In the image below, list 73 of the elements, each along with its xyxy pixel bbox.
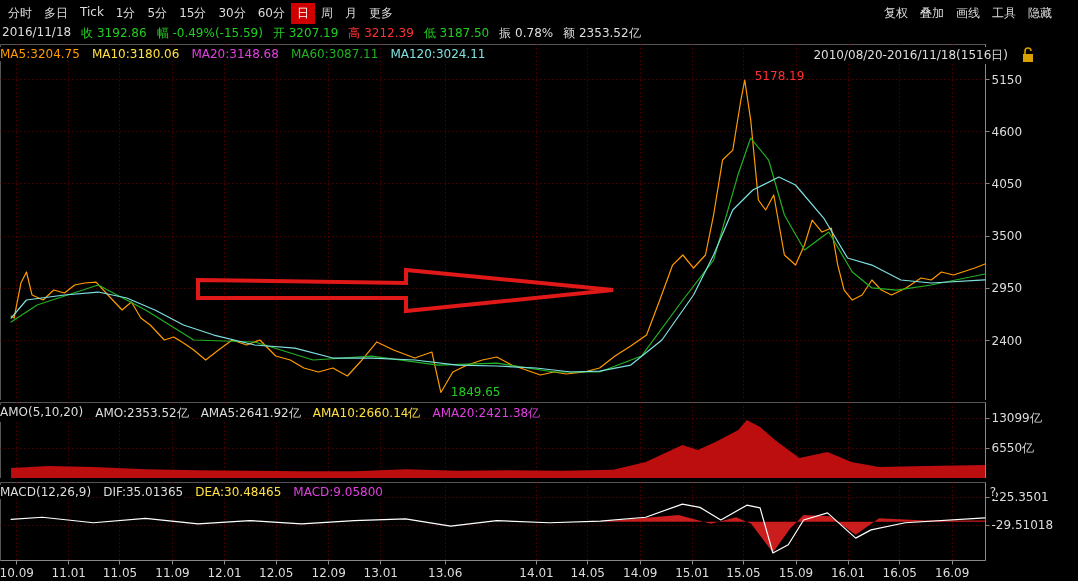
text: 额 2353.52亿: [563, 25, 641, 42]
annotation: MACD(12,26,9): [0, 485, 92, 499]
text: 收 3192.86: [81, 25, 147, 42]
x-tick-label: 16.09: [935, 565, 970, 580]
annotation: AMO(5,10,20): [0, 405, 84, 422]
text: 更多: [367, 5, 394, 22]
text: 画线: [955, 5, 981, 22]
y-tick-label: -29.51018: [991, 518, 1054, 533]
text: 周: [319, 5, 334, 22]
x-tick-label: 13.01: [363, 565, 398, 580]
x-tick-label: 15.01: [675, 565, 710, 580]
x-tick-label: 11.05: [102, 565, 138, 580]
annotation: MA120:3024.11: [390, 47, 486, 61]
text: 低 3187.50: [423, 25, 490, 42]
x-tick-label: 14.01: [519, 565, 554, 580]
y-tick-label: 2950: [991, 281, 1023, 296]
text: 分时: [7, 5, 33, 22]
x-tick-label: 16.01: [830, 565, 866, 580]
text: 5分: [146, 5, 169, 22]
annotation: MACD:9.05800: [293, 485, 383, 499]
annotation: MA5:3204.75: [0, 47, 80, 61]
annotation: AMO:2353.52亿: [95, 405, 189, 422]
line-series: [10, 503, 986, 554]
x-tick-label: 10.09: [0, 565, 34, 580]
x-tick-label: 13.06: [428, 565, 463, 580]
text: 复权: [883, 5, 909, 22]
text: 15分: [178, 5, 208, 22]
y-tick-label: 13099亿: [991, 411, 1042, 426]
line-series: [10, 176, 986, 373]
text: 工具: [991, 5, 1017, 22]
annotation: AMA5:2641.92亿: [200, 405, 301, 422]
text: 1分: [114, 5, 137, 22]
y-tick-label: 4050: [991, 176, 1023, 191]
y-tick-label: 5150: [991, 72, 1023, 87]
y-tick-label: 6550亿: [991, 441, 1035, 456]
text: 幅 -0.49%(-15.59): [156, 25, 263, 42]
annotation: AMA20:2421.38亿: [432, 405, 541, 422]
text: 高 3212.39: [348, 25, 414, 42]
x-tick-label: 12.01: [207, 565, 242, 580]
annotation: MA20:3148.68: [191, 47, 279, 61]
annotation: 1849.65: [450, 385, 501, 400]
x-tick-label: 11.01: [51, 565, 86, 580]
annotation: AMA10:2660.14亿: [312, 405, 421, 422]
line-series: [10, 79, 986, 394]
x-tick-label: 15.05: [726, 565, 761, 580]
x-tick-label: 11.09: [155, 565, 190, 580]
y-tick-label: 2400: [991, 333, 1023, 348]
annotation: 5178.19: [754, 69, 805, 84]
text: 60分: [256, 5, 286, 22]
x-tick-label: 14.05: [570, 565, 605, 580]
x-tick-label: 12.05: [259, 565, 294, 580]
text: 30分: [217, 5, 247, 22]
text: 隐藏: [1027, 5, 1053, 22]
line-series: [10, 137, 986, 373]
y-tick-label: 4600: [991, 124, 1023, 139]
text: 多日: [43, 5, 69, 22]
x-tick-label: 12.09: [311, 565, 346, 580]
annotation: MA60:3087.11: [290, 47, 379, 61]
x-tick-label: 14.09: [623, 565, 658, 580]
annotation: DIF:35.01365: [103, 485, 184, 499]
text: 日: [290, 3, 315, 24]
text: 2016/11/18: [2, 25, 72, 41]
x-tick-label: 16.05: [882, 565, 917, 580]
text: Tick: [79, 4, 105, 21]
text: 月: [343, 5, 358, 22]
text: 开 3207.19: [272, 25, 339, 42]
y-tick-label: 3500: [991, 229, 1023, 244]
annotation: MA10:3180.06: [91, 47, 180, 61]
annotation: 2010/08/20-2016/11/18(1516日): [813, 47, 1008, 64]
text: 叠加: [919, 5, 945, 22]
annotation: DEA:30.48465: [195, 485, 282, 499]
x-tick-label: 15.09: [778, 565, 814, 580]
text: 振 0.78%: [499, 25, 554, 42]
